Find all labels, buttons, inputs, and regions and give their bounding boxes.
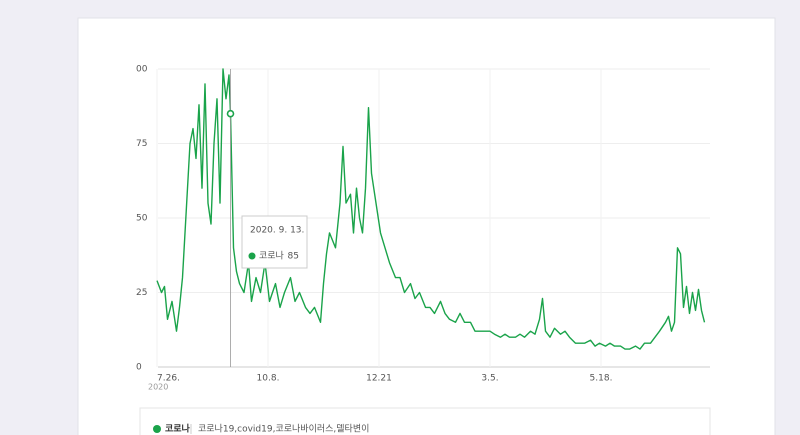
y-tick-label: 50	[136, 214, 148, 224]
tooltip: 2020. 9. 13. 코로나 85	[241, 215, 308, 269]
legend-label[interactable]: 코로나	[165, 423, 191, 435]
x-tick-label: 3.5.	[481, 374, 498, 384]
y-tick-label: 75	[136, 139, 147, 149]
x-year-label: 2020	[148, 383, 168, 392]
legend-detail: 코로나19,covid19,코로나바이러스,델타변이	[198, 423, 369, 435]
tooltip-value: 85	[288, 252, 299, 262]
grid: 00 75 50 25 0 7.26. 10.8. 12.21 3.5. 5.18. 2020	[136, 65, 710, 392]
y-tick-label: 25	[136, 288, 147, 298]
x-tick-label: 7.26.	[157, 374, 180, 384]
x-tick-label: 10.8.	[257, 374, 280, 384]
tooltip-swatch	[248, 252, 256, 260]
hover-point	[226, 109, 235, 118]
tooltip-series: 코로나	[259, 251, 284, 262]
y-tick-label: 00	[136, 65, 148, 75]
series-line	[156, 68, 706, 350]
plot	[156, 68, 706, 367]
x-tick-label: 5.18.	[590, 374, 613, 384]
legend-swatch	[153, 425, 161, 433]
y-tick-label: 0	[136, 363, 142, 373]
legend-box	[139, 407, 711, 435]
card	[77, 17, 776, 435]
x-tick-label: 12.21	[366, 374, 392, 384]
tooltip-date: 2020. 9. 13.	[250, 226, 304, 236]
